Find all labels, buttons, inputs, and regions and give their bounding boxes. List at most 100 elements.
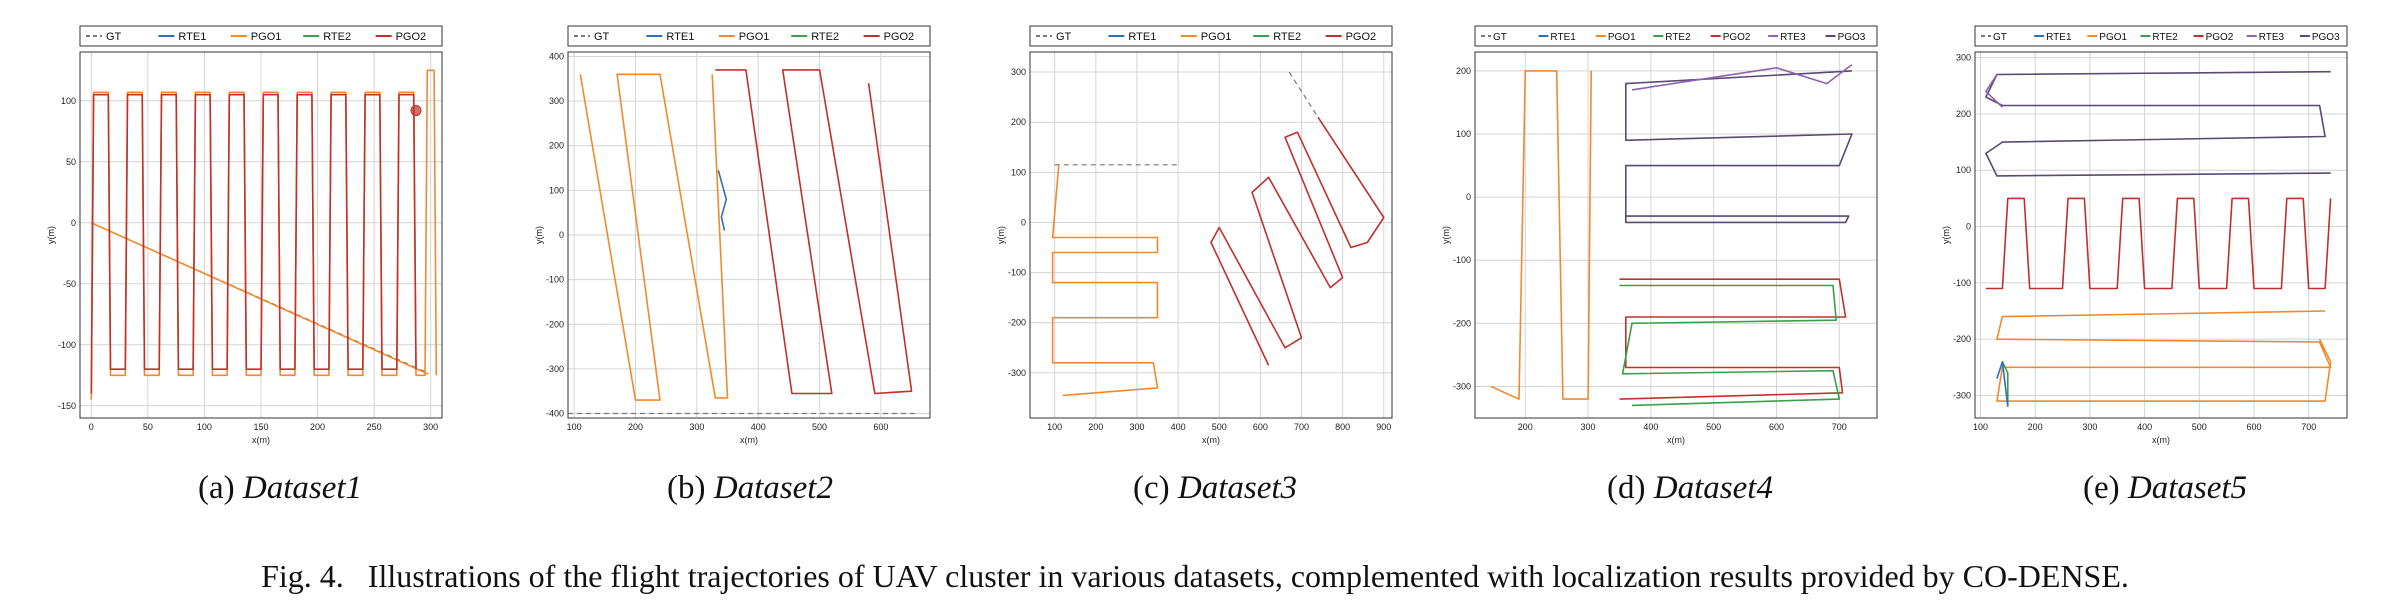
legend-item: RTE1 — [1538, 32, 1576, 43]
x-tick-label: 250 — [367, 422, 382, 432]
subplot-dataset4: GT RTE1 PGO1 RTE2 PGO2 RTE3 PGO3 200 300 400 500 60… — [1441, 0, 1885, 460]
y-tick-label: -200 — [1453, 318, 1471, 328]
legend-label: RTE1 — [178, 31, 206, 43]
legend-item: PGO1 — [1595, 32, 1636, 43]
plot-frame — [1974, 51, 2348, 419]
legend-frame — [1029, 25, 1393, 47]
legend-item: GT — [574, 31, 610, 43]
series-line-pgo1 — [90, 69, 438, 400]
legend-label: RTE2 — [811, 31, 839, 43]
grid — [568, 52, 930, 418]
series-line-pgo2 — [1985, 197, 2332, 290]
y-tick-label: -300 — [1008, 368, 1026, 378]
series-line-rte1 — [1996, 360, 2009, 407]
subcaption-name: Dataset3 — [1177, 470, 1298, 506]
y-tick-label: -400 — [546, 409, 564, 419]
series-line-pgo3 — [1625, 70, 1853, 224]
y-tick-label: 50 — [66, 157, 76, 167]
x-tick-label: 600 — [1253, 422, 1268, 432]
y-axis-label: y(m) — [1941, 226, 1951, 244]
x-tick-label: 300 — [423, 422, 438, 432]
legend-item: PGO3 — [2299, 32, 2340, 43]
legend-label: PGO1 — [1608, 32, 1636, 43]
y-tick-label: 300 — [549, 96, 564, 106]
subplot-dataset1: GT RTE1 PGO1 RTE2 PGO2 0 50 100 150 200 250 300 -150… — [46, 0, 450, 460]
subcaption-a: (a) Dataset1 — [150, 470, 410, 507]
legend-label: GT — [1493, 32, 1507, 43]
series-line-pgo2 — [90, 93, 417, 394]
legend-item: PGO1 — [230, 31, 281, 43]
grid — [1030, 52, 1392, 418]
legend-label: GT — [106, 31, 122, 43]
legend-item: GT — [1481, 32, 1507, 43]
y-tick-label: 100 — [1456, 129, 1471, 139]
y-tick-label: -300 — [1953, 390, 1971, 400]
subcaption-d: (d) Dataset4 — [1560, 470, 1820, 507]
legend-item: RTE2 — [2140, 32, 2178, 43]
series-line-pgo2 — [1619, 278, 1847, 400]
legend: GT RTE1 PGO1 RTE2 PGO2 — [1029, 25, 1393, 47]
x-axis-label: x(m) — [252, 435, 270, 445]
legend-item: PGO2 — [1710, 32, 1751, 43]
y-tick-label: 300 — [1956, 53, 1971, 63]
series-line-rte2 — [2001, 361, 2009, 407]
x-tick-label: 700 — [2301, 422, 2316, 432]
x-tick-label: 0 — [89, 422, 94, 432]
series-line-pgo3 — [1985, 70, 2331, 177]
x-tick-label: 700 — [1832, 422, 1847, 432]
legend-label: PGO3 — [2312, 32, 2340, 43]
subcaption-name: Dataset1 — [242, 470, 363, 506]
chart-svg: GT RTE1 PGO1 RTE2 PGO2 RTE3 PGO3 100 200 300 400 50… — [1941, 25, 2348, 445]
figure-caption-label: Fig. 4. — [261, 558, 344, 594]
x-tick-label: 200 — [628, 422, 643, 432]
x-tick-label: 600 — [1769, 422, 1784, 432]
legend-item: PGO1 — [2087, 32, 2128, 43]
x-tick-label: 300 — [1581, 422, 1596, 432]
legend-item: PGO2 — [1325, 31, 1376, 43]
legend: GT RTE1 PGO1 RTE2 PGO2 RTE3 PGO3 — [1974, 25, 2348, 47]
series-line-pgo1 — [1996, 310, 2332, 402]
legend-item: GT — [1981, 32, 2007, 43]
y-tick-label: 200 — [1456, 66, 1471, 76]
y-axis-label: y(m) — [1441, 226, 1451, 244]
x-tick-label: 100 — [1973, 422, 1988, 432]
y-tick-label: 200 — [1011, 117, 1026, 127]
subcaption-name: Dataset5 — [2127, 470, 2248, 506]
series-line-rte1 — [717, 170, 728, 231]
subcaption-tag: (b) — [667, 470, 706, 506]
y-tick-label: -150 — [58, 401, 76, 411]
y-tick-label: -100 — [1008, 268, 1026, 278]
y-tick-label: -50 — [63, 279, 76, 289]
figure-caption-text: Illustrations of the flight trajectories… — [367, 558, 2129, 594]
chart-svg: GT RTE1 PGO1 RTE2 PGO2 100 200 300 400 500 600 -400… — [534, 25, 931, 445]
series-line-gt — [1288, 71, 1319, 118]
x-tick-label: 100 — [567, 422, 582, 432]
subcaption-tag: (d) — [1607, 470, 1646, 506]
legend-label: RTE1 — [666, 31, 694, 43]
series-line-pgo2 — [715, 69, 913, 395]
series-group — [1985, 70, 2332, 407]
x-tick-label: 500 — [1706, 422, 1721, 432]
x-tick-label: 800 — [1335, 422, 1350, 432]
y-tick-label: 0 — [1466, 192, 1471, 202]
marker-point — [410, 105, 422, 117]
x-tick-label: 300 — [2082, 422, 2097, 432]
x-tick-label: 50 — [143, 422, 153, 432]
y-axis-label: y(m) — [996, 226, 1006, 244]
legend: GT RTE1 PGO1 RTE2 PGO2 RTE3 PGO3 — [1474, 25, 1878, 47]
subcaption-tag: (a) — [197, 470, 235, 506]
y-tick-label: 200 — [549, 141, 564, 151]
y-tick-label: 0 — [1021, 217, 1026, 227]
y-tick-label: -300 — [546, 364, 564, 374]
x-axis-label: x(m) — [2152, 435, 2170, 445]
chart-svg: GT RTE1 PGO1 RTE2 PGO2 RTE3 PGO3 200 300 400 500 60… — [1441, 25, 1878, 445]
legend-label: GT — [1993, 32, 2007, 43]
legend-label: PGO2 — [1723, 32, 1751, 43]
legend-label: PGO2 — [884, 31, 915, 43]
legend-label: GT — [594, 31, 610, 43]
legend-label: RTE2 — [323, 31, 351, 43]
subcaption-b: (b) Dataset2 — [620, 470, 880, 507]
subcaption-c: (c) Dataset3 — [1085, 470, 1345, 507]
legend-label: RTE1 — [2046, 32, 2072, 43]
legend-frame — [1474, 25, 1878, 47]
